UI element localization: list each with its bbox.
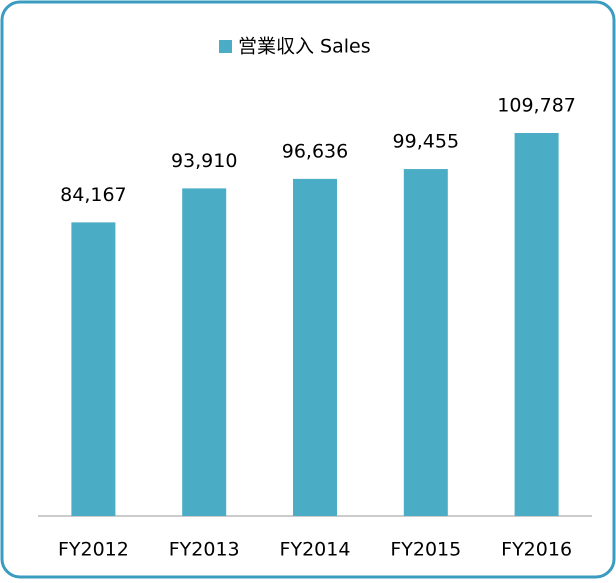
data-label: 99,455 bbox=[393, 131, 459, 153]
x-tick-label: FY2016 bbox=[501, 539, 572, 561]
legend-label: 営業収入 Sales bbox=[238, 36, 371, 58]
x-tick-label: FY2014 bbox=[280, 539, 351, 561]
data-label: 109,787 bbox=[497, 95, 576, 117]
x-tick-label: FY2013 bbox=[169, 539, 240, 561]
legend-swatch bbox=[219, 40, 232, 53]
data-label: 84,167 bbox=[60, 184, 126, 206]
bar bbox=[71, 222, 116, 516]
bar bbox=[514, 133, 559, 516]
bar bbox=[403, 169, 448, 516]
bar bbox=[182, 188, 227, 517]
x-tick-label: FY2012 bbox=[58, 539, 129, 561]
bar bbox=[293, 178, 337, 516]
data-label: 93,910 bbox=[171, 150, 237, 172]
x-tick-label: FY2015 bbox=[390, 539, 461, 561]
data-label: 96,636 bbox=[282, 140, 348, 162]
